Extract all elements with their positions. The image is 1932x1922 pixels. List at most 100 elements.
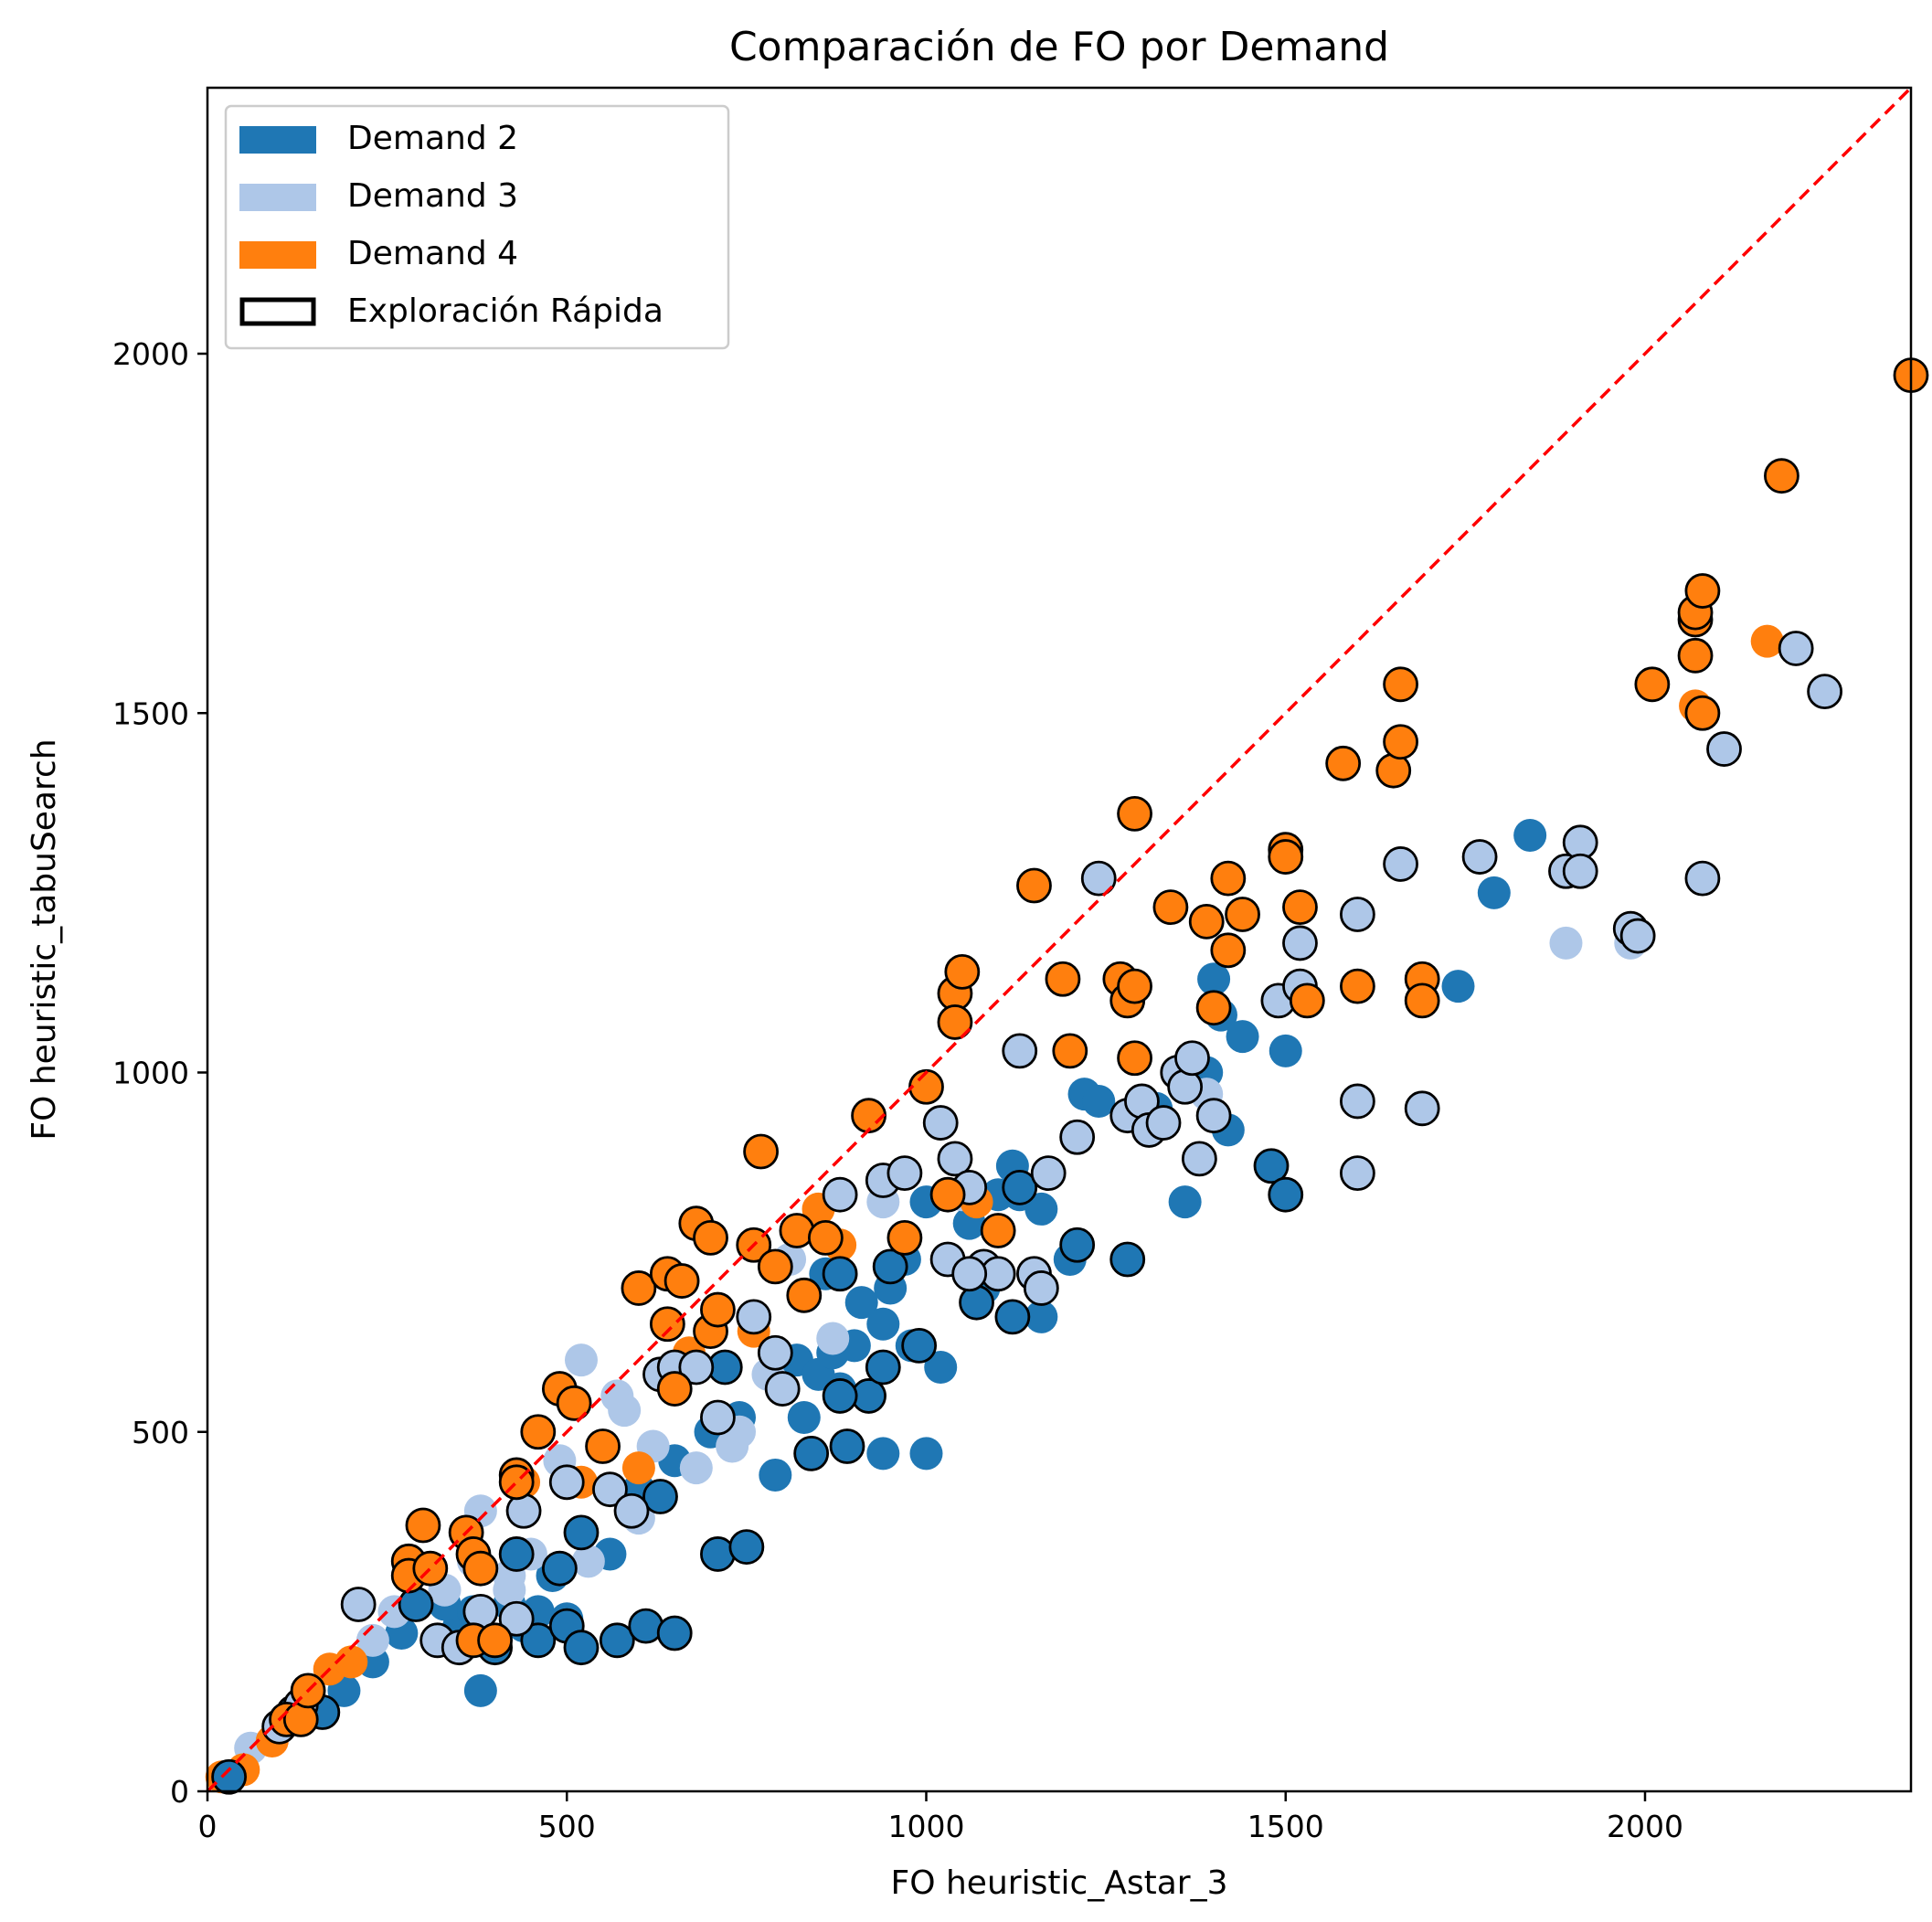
data-point-series-3-69 [1210,860,1247,897]
data-point-series-2-84 [1684,860,1721,897]
data-point-series-1-25 [844,1286,878,1320]
data-point-series-1-45 [1226,1020,1259,1054]
x-tick-label-1000: 1000 [888,1809,965,1844]
data-point-series-1-35 [1024,1300,1058,1333]
data-point-series-3-82 [1404,982,1440,1019]
data-point-series-2-38 [592,1471,628,1508]
data-point-series-3-43 [700,1291,736,1328]
y-tick-label-2000: 2000 [112,336,189,372]
data-point-series-3-86 [1677,637,1714,674]
data-point-series-1-71 [728,1529,765,1565]
legend-label-demand-3: Demand 3 [347,177,518,215]
data-point-series-2-83 [1619,918,1656,954]
data-point-series-1-87 [822,1378,858,1414]
data-point-series-1-81 [1002,1169,1038,1205]
data-point-series-3-27 [462,1550,499,1587]
data-point-series-3-50 [851,1098,886,1134]
data-point-series-3-18 [282,1701,319,1737]
data-point-series-3-65 [1117,1040,1152,1077]
data-point-series-1-18 [759,1458,792,1492]
data-point-series-3-88 [1684,695,1721,731]
data-point-series-3-52 [908,1068,944,1105]
data-point-series-2-25 [1549,926,1583,960]
x-tick-label-0: 0 [198,1809,218,1844]
data-point-series-1-20 [787,1401,821,1435]
data-point-series-1-66 [563,1514,600,1551]
chart-title: Comparación de FO por Demand [729,24,1389,70]
data-point-series-3-58 [1016,867,1052,904]
data-point-series-2-73 [1339,897,1375,932]
data-point-series-2-86 [1778,631,1814,666]
data-point-series-2-57 [1030,1155,1067,1192]
data-point-series-2-71 [1282,925,1318,961]
y-tick-label-1500: 1500 [112,696,189,731]
plot-frame [206,86,1913,1793]
data-point-series-3-57 [980,1213,1016,1248]
data-point-series-2-85 [1706,731,1742,767]
data-point-series-2-21 [816,1322,850,1355]
data-point-series-1-52 [1197,962,1231,996]
data-point-series-1-56 [211,1758,247,1795]
data-point-series-1-59 [398,1587,434,1622]
data-point-series-3-74 [1282,889,1318,926]
data-point-series-3-60 [1052,1033,1088,1069]
data-point-series-2-88 [951,1256,988,1292]
data-point-series-3-77 [1339,968,1375,1004]
x-tick-label-2000: 2000 [1607,1809,1683,1844]
data-point-series-3-80 [1383,724,1418,760]
y-tick-label-500: 500 [132,1415,189,1450]
y-tick-label-1000: 1000 [112,1056,189,1091]
data-point-series-2-69 [1195,1098,1232,1134]
legend-swatch-demand-3 [239,184,316,211]
data-point-series-1-51 [909,1437,943,1471]
data-point-series-1-69 [656,1615,693,1651]
data-point-series-2-66 [1167,1068,1204,1105]
legend-label-exploracion-rapida: Exploración Rápida [347,292,663,330]
data-point-series-3-64 [1117,968,1152,1004]
data-point-series-3-75 [1289,982,1325,1019]
data-point-series-3-59 [1045,961,1081,997]
data-point-series-2-67 [1174,1040,1210,1077]
data-point-series-3-67 [1188,903,1225,940]
data-point-series-3-46 [757,1248,793,1285]
y-axis-label: FO heuristic_tabuSearch [26,738,63,1140]
data-point-series-2-46 [764,1371,801,1407]
data-point-series-1-67 [599,1622,635,1659]
data-point-series-1-84 [1253,1148,1290,1184]
legend-swatch-demand-2 [239,126,316,154]
data-point-series-3-33 [556,1385,592,1421]
data-point-series-2-52 [937,1141,973,1177]
data-point-series-2-50 [922,1105,959,1141]
data-point-series-1-31 [924,1350,958,1384]
data-point-series-3-37 [649,1306,685,1343]
x-tick-label-1500: 1500 [1247,1809,1324,1844]
data-point-series-1-72 [793,1435,830,1471]
data-point-series-2-68 [1181,1141,1217,1177]
data-point-series-3-22 [405,1507,441,1544]
data-point-series-1-88 [642,1479,678,1514]
data-point-series-2-60 [1002,1033,1038,1069]
data-point-series-2-74 [1339,1083,1375,1120]
legend: Demand 2 Demand 3 Demand 4 Exploración R… [224,104,730,350]
data-point-series-1-80 [994,1299,1031,1335]
data-point-series-1-70 [700,1536,736,1572]
data-point-series-3-56 [944,953,981,990]
data-point-series-3-8 [621,1451,655,1485]
legend-label-demand-2: Demand 2 [347,120,518,157]
data-point-series-1-61 [498,1536,535,1572]
data-point-series-2-42 [678,1349,715,1386]
data-point-series-1-77 [872,1248,908,1285]
data-point-series-2-43 [700,1399,736,1436]
x-axis-label: FO heuristic_Astar_3 [891,1864,1228,1902]
data-point-series-3-79 [1383,666,1418,703]
data-point-series-2-75 [1339,1155,1375,1192]
data-point-series-3-48 [786,1277,823,1313]
data-point-series-1-41 [1168,1185,1202,1219]
data-point-series-3-83 [1634,666,1671,703]
data-point-series-1-79 [959,1284,994,1321]
data-point-series-2-35 [498,1600,535,1637]
data-point-series-2-45 [757,1334,793,1371]
data-point-series-2-81 [1562,853,1598,889]
data-point-series-2-12 [571,1545,605,1578]
